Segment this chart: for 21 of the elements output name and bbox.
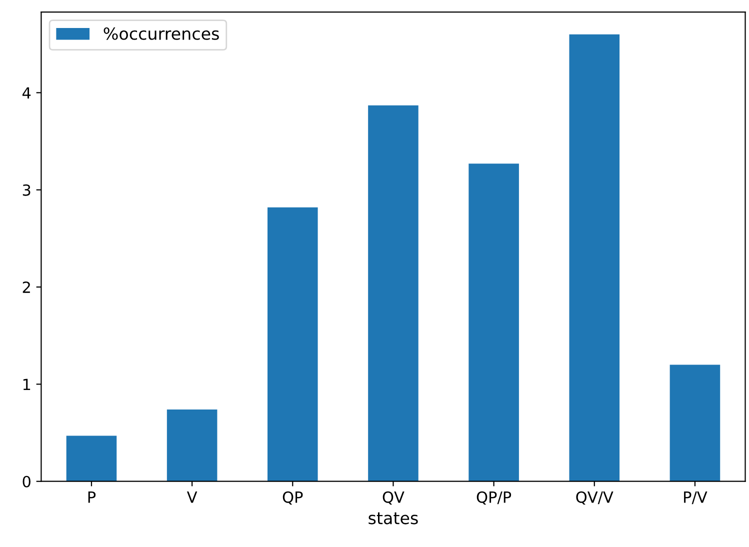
- x-axis-title: states: [368, 512, 418, 524]
- bar: [468, 164, 519, 482]
- x-tick-label: V: [186, 492, 198, 503]
- bar: [166, 409, 218, 482]
- bar: [569, 34, 620, 482]
- x-tick-label: QP/P: [476, 491, 512, 505]
- bar: [670, 364, 720, 482]
- x-tick-label: QP: [282, 491, 303, 505]
- y-tick-label: 1: [23, 378, 30, 390]
- bar: [368, 105, 418, 482]
- x-tick-label: QV: [382, 491, 404, 505]
- legend-label: %occurrences: [104, 27, 219, 40]
- y-tick-label: 3: [22, 184, 30, 196]
- x-tick-label: P: [88, 492, 96, 503]
- bar: [66, 436, 117, 482]
- bar: [268, 207, 318, 482]
- y-tick-label: 4: [22, 87, 31, 98]
- y-tick-label: 0: [22, 476, 30, 488]
- y-tick-label: 2: [22, 281, 30, 293]
- x-tick-label: P/V: [684, 492, 708, 504]
- x-tick-label: QV/V: [576, 491, 614, 505]
